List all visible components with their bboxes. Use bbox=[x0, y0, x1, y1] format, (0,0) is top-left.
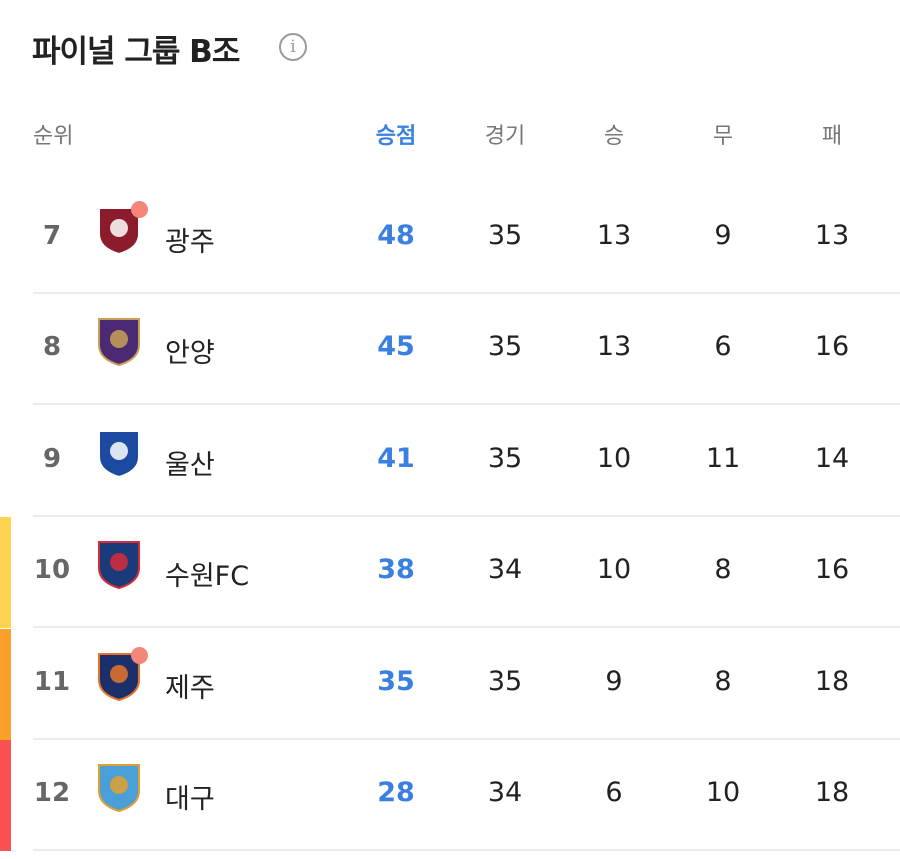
played: 34 bbox=[487, 777, 523, 808]
draws: 8 bbox=[714, 554, 732, 586]
draws: 11 bbox=[705, 442, 741, 474]
draws: 6 bbox=[714, 331, 732, 363]
table-row[interactable]: 8 안양 45 35 13 6 16 bbox=[0, 294, 900, 406]
table-row[interactable]: 9 울산 41 35 10 11 14 bbox=[0, 406, 900, 517]
played: 35 bbox=[487, 331, 523, 363]
header-played[interactable]: 경기 bbox=[484, 124, 526, 149]
row-divider bbox=[33, 514, 900, 517]
row-divider bbox=[33, 849, 900, 851]
zone-indicator bbox=[0, 517, 11, 629]
losses: 16 bbox=[814, 554, 850, 586]
losses: 18 bbox=[814, 665, 850, 697]
played: 35 bbox=[487, 442, 523, 474]
wins: 10 bbox=[596, 554, 632, 586]
team-name[interactable]: 울산 bbox=[165, 449, 215, 481]
losses: 13 bbox=[814, 220, 850, 251]
losses: 16 bbox=[814, 331, 850, 363]
team-name[interactable]: 수원FC bbox=[165, 561, 250, 593]
losses: 18 bbox=[814, 777, 850, 808]
wins: 6 bbox=[605, 777, 623, 808]
rank: 7 bbox=[42, 221, 62, 251]
points: 48 bbox=[377, 220, 415, 251]
draws: 8 bbox=[714, 665, 732, 697]
table-row[interactable]: 12 대구 28 34 6 10 18 bbox=[0, 740, 900, 851]
losses: 14 bbox=[814, 442, 850, 474]
team-logo-icon bbox=[98, 541, 140, 590]
wins: 10 bbox=[596, 442, 632, 474]
team-name[interactable]: 제주 bbox=[165, 672, 215, 704]
row-divider bbox=[33, 292, 900, 294]
points: 41 bbox=[377, 442, 415, 474]
table-row[interactable]: 7 광주 48 35 13 9 13 bbox=[0, 183, 900, 294]
points: 45 bbox=[377, 331, 415, 363]
header-rank: 순위 bbox=[33, 124, 74, 149]
team-logo-icon bbox=[98, 207, 140, 256]
played: 35 bbox=[487, 665, 523, 697]
table-row[interactable]: 10 수원FC 38 34 10 8 16 bbox=[0, 517, 900, 629]
team-name[interactable]: 안양 bbox=[165, 338, 215, 370]
draws: 9 bbox=[714, 220, 732, 251]
zone-indicator bbox=[0, 628, 11, 740]
played: 34 bbox=[487, 554, 523, 586]
new-indicator-dot bbox=[131, 201, 148, 218]
row-divider bbox=[33, 626, 900, 629]
new-indicator-dot bbox=[131, 646, 148, 664]
table-row[interactable]: 11 제주 35 35 9 8 18 bbox=[0, 628, 900, 740]
header-losses[interactable]: 패 bbox=[821, 124, 843, 149]
row-divider bbox=[33, 737, 900, 740]
team-logo-icon bbox=[98, 318, 140, 367]
header-wins[interactable]: 승 bbox=[603, 124, 625, 149]
points: 38 bbox=[377, 554, 415, 586]
wins: 9 bbox=[605, 665, 623, 697]
rank: 8 bbox=[42, 332, 62, 363]
wins: 13 bbox=[596, 331, 632, 363]
played: 35 bbox=[487, 220, 523, 251]
team-logo-icon bbox=[98, 652, 140, 701]
team-name[interactable]: 광주 bbox=[165, 227, 215, 258]
team-logo-icon bbox=[98, 764, 140, 813]
draws: 10 bbox=[705, 777, 741, 808]
page-title: 파이널 그룹 B조 bbox=[32, 34, 240, 70]
wins: 13 bbox=[596, 220, 632, 251]
header-draws[interactable]: 무 bbox=[712, 124, 734, 149]
team-name[interactable]: 대구 bbox=[165, 784, 215, 815]
points: 35 bbox=[377, 665, 415, 697]
rank: 10 bbox=[33, 555, 71, 586]
rank: 9 bbox=[42, 443, 62, 474]
header-points[interactable]: 승점 bbox=[375, 124, 417, 149]
team-logo-icon bbox=[98, 429, 140, 478]
rank: 12 bbox=[33, 778, 71, 808]
row-divider bbox=[33, 403, 900, 406]
points: 28 bbox=[377, 777, 415, 808]
info-icon[interactable]: i bbox=[279, 33, 307, 61]
zone-indicator bbox=[0, 740, 11, 851]
rank: 11 bbox=[33, 666, 71, 697]
